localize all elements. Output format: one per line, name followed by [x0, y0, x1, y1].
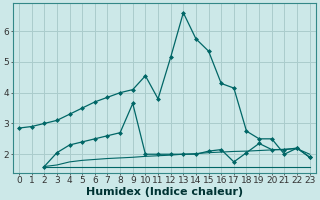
X-axis label: Humidex (Indice chaleur): Humidex (Indice chaleur)	[86, 187, 243, 197]
